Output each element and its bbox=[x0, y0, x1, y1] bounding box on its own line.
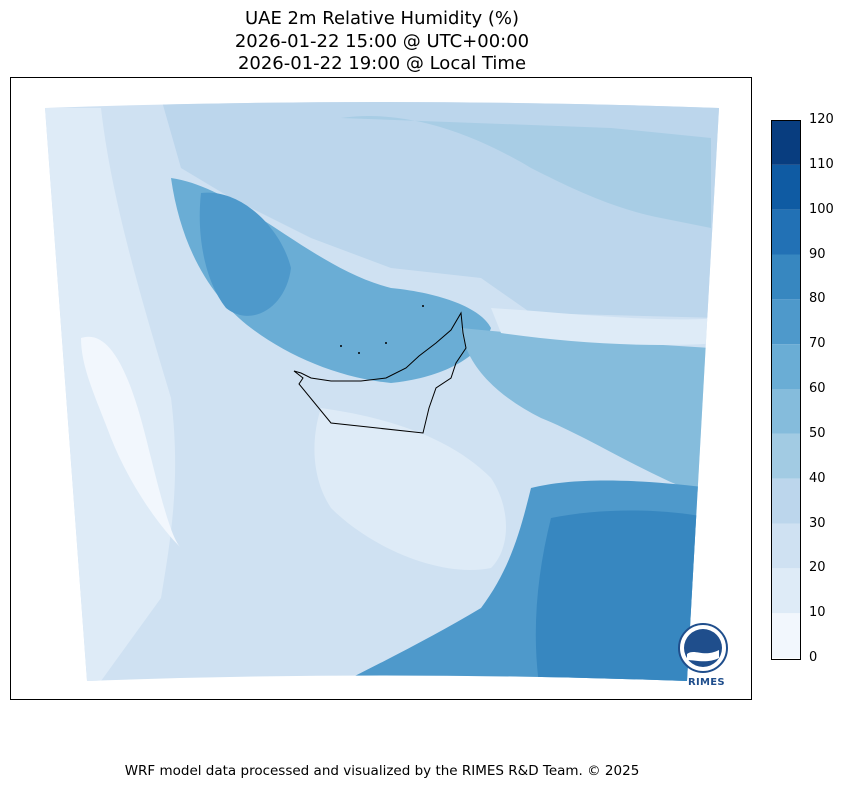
colorbar-tick-label: 60 bbox=[809, 381, 826, 396]
island-marker bbox=[340, 345, 342, 347]
colorbar-segment bbox=[772, 164, 800, 210]
colorbar-tick-label: 90 bbox=[809, 246, 826, 262]
colorbar-tick-label: 100 bbox=[809, 201, 834, 217]
colorbar-segment bbox=[772, 389, 800, 434]
colorbar bbox=[771, 120, 801, 660]
uae-border bbox=[293, 311, 467, 434]
colorbar-tick-label: 10 bbox=[809, 605, 826, 621]
colorbar-segment bbox=[772, 433, 800, 479]
colorbar-tick-label: 20 bbox=[809, 560, 826, 576]
colorbar-tick-label: 80 bbox=[809, 291, 826, 307]
colorbar-tick-label: 30 bbox=[809, 515, 826, 531]
footer-credit: WRF model data processed and visualized … bbox=[124, 763, 640, 779]
island-marker bbox=[422, 305, 424, 307]
humidity-zone-interior bbox=[314, 408, 506, 570]
colorbar-segment bbox=[772, 568, 800, 614]
colorbar-segment bbox=[772, 523, 800, 569]
colorbar-tick-label: 120 bbox=[809, 112, 834, 127]
colorbar-tick-label: 110 bbox=[809, 156, 834, 172]
local-time-label: 2026-01-22 19:00 @ Local Time bbox=[237, 53, 527, 74]
rimes-logo bbox=[678, 623, 728, 673]
colorbar-tick-label: 50 bbox=[809, 425, 826, 441]
logo-text: RIMES bbox=[688, 677, 725, 688]
colorbar-segment bbox=[772, 209, 800, 255]
colorbar-tick-label: 40 bbox=[809, 470, 826, 486]
colorbar-tick-label: 0 bbox=[809, 650, 818, 665]
humidity-zone-ridges bbox=[341, 116, 711, 228]
humidity-zone-gulf-core bbox=[199, 192, 291, 316]
colorbar-segment bbox=[772, 613, 800, 658]
colorbar-segment bbox=[772, 478, 800, 524]
map-frame bbox=[10, 77, 752, 700]
map-title: UAE 2m Relative Humidity (%) bbox=[244, 8, 520, 29]
island-marker bbox=[358, 352, 360, 354]
humidity-zone-gulf-of-oman bbox=[461, 328, 711, 498]
colorbar-segment bbox=[772, 344, 800, 389]
humidity-map bbox=[45, 102, 719, 681]
colorbar-border bbox=[771, 120, 801, 660]
colorbar-segment bbox=[772, 254, 800, 300]
colorbar-tick-label: 70 bbox=[809, 336, 826, 352]
island-marker bbox=[385, 342, 387, 344]
colorbar-segment bbox=[772, 120, 800, 165]
utc-time-label: 2026-01-22 15:00 @ UTC+00:00 bbox=[234, 31, 530, 52]
humidity-zone-arabian-sea-core bbox=[535, 510, 711, 681]
colorbar-segment bbox=[772, 299, 800, 345]
humidity-zone-dry-strip bbox=[491, 308, 719, 345]
humidity-zone-desert-core bbox=[81, 336, 181, 548]
